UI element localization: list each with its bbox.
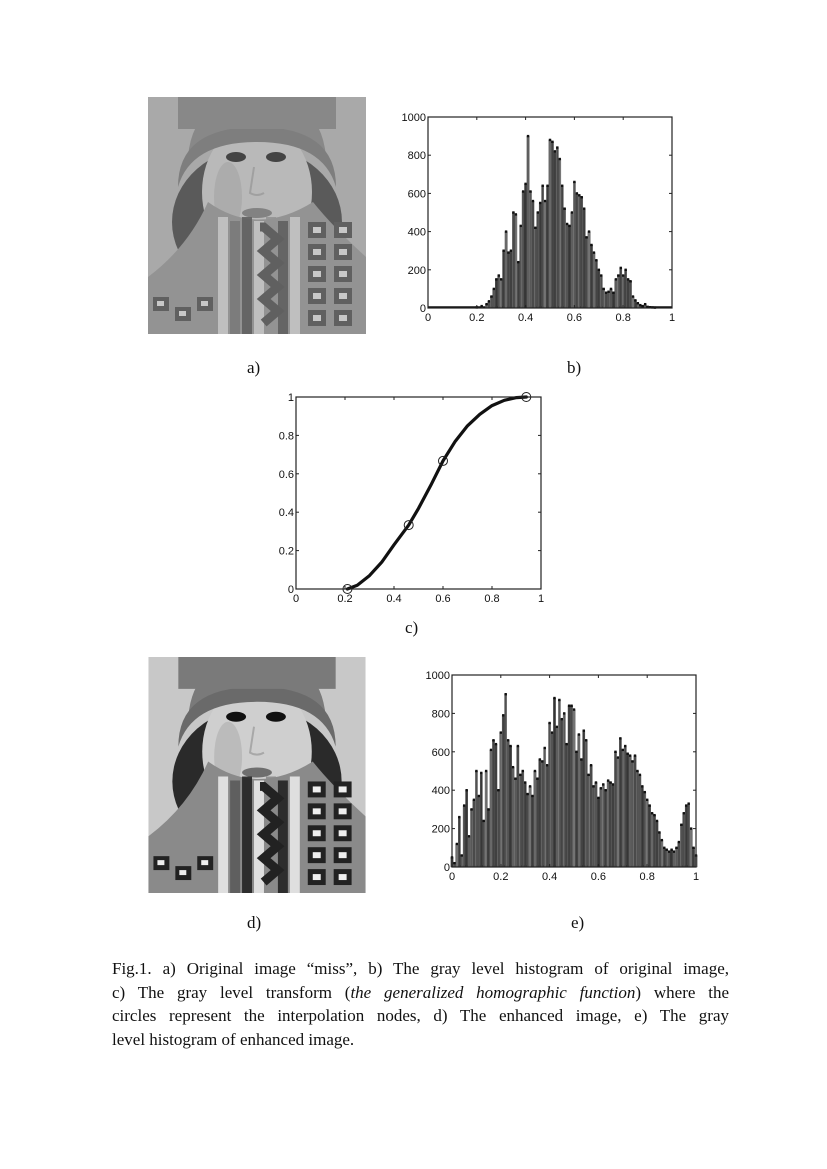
- y-tick-label: 1000: [402, 112, 426, 124]
- plot-frame: [427, 116, 673, 309]
- y-tick-label: 0: [420, 303, 426, 315]
- histogram-bars: [450, 693, 698, 868]
- transform-curve: [345, 395, 528, 591]
- enhanced-image: [148, 657, 366, 893]
- x-tick-label: 0: [425, 312, 431, 324]
- y-tick-label: 0: [444, 862, 450, 874]
- x-tick-label: 0.4: [518, 312, 533, 324]
- x-tick-label: 0.6: [591, 871, 606, 883]
- caption-text: circles represent the interpolation node…: [112, 1006, 729, 1025]
- interpolation-node-marker: [403, 520, 414, 531]
- x-tick-label: 0.6: [435, 593, 450, 605]
- original-image-miss: [148, 97, 366, 334]
- x-tick-label: 1: [669, 312, 675, 324]
- caption-italic-text: the generalized homographic function: [350, 982, 636, 1002]
- histogram-bars: [428, 134, 672, 309]
- plot-frame: [295, 396, 542, 590]
- y-tick-label: 0.2: [279, 546, 294, 558]
- x-tick-label: 0.8: [484, 593, 499, 605]
- caption-text: ) where the: [635, 982, 729, 1002]
- x-tick-label: 0.2: [337, 593, 352, 605]
- x-tick-label: 0.8: [640, 871, 655, 883]
- y-tick-label: 400: [408, 227, 426, 239]
- y-tick-label: 0.6: [279, 469, 294, 481]
- gray-level-transform-chart: 0 0.2 0.4 0.6 0.8 1 0 0.2 0.4 0.6 0.8 1: [279, 392, 544, 605]
- y-tick-label: 600: [432, 747, 450, 759]
- panel-label-e: e): [571, 913, 585, 932]
- y-tick-label: 200: [432, 824, 450, 836]
- caption-line: level histogram of enhanced image.: [112, 1028, 729, 1052]
- panel-label-c: c): [405, 618, 419, 637]
- y-tick-label: 800: [432, 708, 450, 720]
- y-tick-label: 1000: [426, 670, 450, 682]
- y-tick-label: 0.4: [279, 507, 294, 519]
- x-tick-label: 0.4: [386, 593, 401, 605]
- y-tick-label: 600: [408, 188, 426, 200]
- y-tick-label: 0: [288, 584, 294, 596]
- y-tick-label: 800: [408, 150, 426, 162]
- caption-text: Fig.1. a) Original image “miss”, b) The …: [112, 959, 729, 978]
- figure-caption: Fig.1. a) Original image “miss”, b) The …: [112, 957, 729, 1051]
- panel-label-d: d): [247, 913, 262, 932]
- x-tick-label: 0: [293, 593, 299, 605]
- caption-line: c) The gray level transform (the general…: [112, 981, 729, 1005]
- x-tick-label: 0.2: [469, 312, 484, 324]
- y-tick-label: 400: [432, 785, 450, 797]
- x-tick-label: 1: [693, 871, 699, 883]
- x-tick-label: 1: [538, 593, 544, 605]
- x-tick-label: 0: [449, 871, 455, 883]
- caption-text: c) The gray level transform (: [112, 982, 351, 1002]
- y-tick-label: 0.8: [279, 430, 294, 442]
- histogram-original-chart: 0 0.2 0.4 0.6 0.8 1 0 200 400 600 800 1000: [402, 112, 676, 324]
- caption-line: circles represent the interpolation node…: [112, 1004, 729, 1028]
- panel-label-a: a): [247, 358, 261, 377]
- y-tick-label: 200: [408, 265, 426, 277]
- y-tick-label: 1: [288, 392, 294, 404]
- plot-frame: [451, 674, 697, 868]
- x-tick-label: 0.2: [493, 871, 508, 883]
- x-tick-label: 0.8: [616, 312, 631, 324]
- caption-line: Fig.1. a) Original image “miss”, b) The …: [112, 957, 729, 981]
- interpolation-node-marker: [438, 455, 448, 466]
- x-tick-label: 0.4: [542, 871, 557, 883]
- histogram-enhanced-chart: 0 0.2 0.4 0.6 0.8 1 0 200 400 600 800 1000: [426, 670, 700, 883]
- panel-label-b: b): [567, 358, 582, 377]
- caption-text: level histogram of enhanced image.: [112, 1029, 355, 1049]
- x-tick-label: 0.6: [567, 312, 582, 324]
